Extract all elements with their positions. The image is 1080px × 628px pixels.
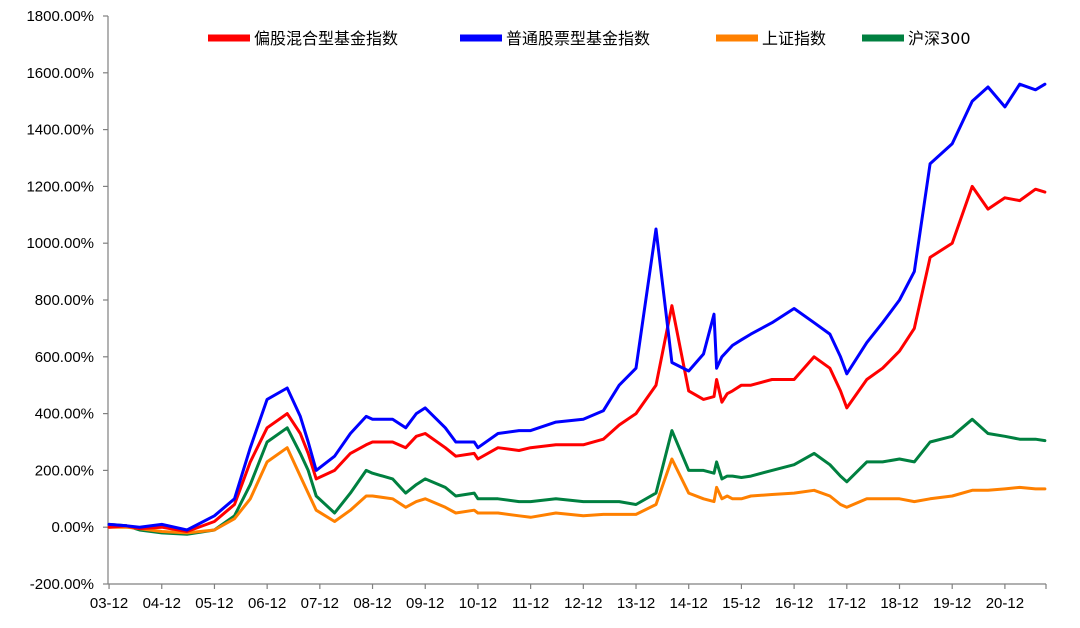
y-tick-label: -200.00% bbox=[30, 576, 94, 593]
x-tick-label: 07-12 bbox=[301, 595, 339, 612]
x-tick-label: 03-12 bbox=[90, 595, 128, 612]
legend: 偏股混合型基金指数 普通股票型基金指数 上证指数 沪深300 bbox=[208, 29, 971, 48]
y-tick-label: 800.00% bbox=[35, 292, 94, 309]
x-tick-label: 19-12 bbox=[933, 595, 971, 612]
y-tick-label: 200.00% bbox=[35, 462, 94, 479]
y-tick-label: 1400.00% bbox=[26, 122, 94, 139]
x-tick-label: 12-12 bbox=[564, 595, 602, 612]
series-line-1 bbox=[107, 82, 1047, 532]
plot-series bbox=[107, 82, 1047, 536]
y-tick-label: 1200.00% bbox=[26, 178, 94, 195]
x-tick-label: 04-12 bbox=[143, 595, 181, 612]
x-tick-label: 11-12 bbox=[512, 595, 549, 612]
legend-label: 沪深300 bbox=[908, 29, 971, 48]
y-tick-label: 1000.00% bbox=[26, 235, 94, 252]
x-tick-label: 10-12 bbox=[459, 595, 497, 612]
x-tick-label: 15-12 bbox=[722, 595, 760, 612]
legend-label: 上证指数 bbox=[762, 29, 826, 48]
legend-label: 偏股混合型基金指数 bbox=[254, 29, 398, 48]
axes bbox=[103, 15, 1047, 589]
x-tick-label: 06-12 bbox=[248, 595, 286, 612]
x-tick-label: 09-12 bbox=[406, 595, 444, 612]
x-tick-label: 05-12 bbox=[195, 595, 233, 612]
y-tick-label: 1600.00% bbox=[26, 65, 94, 82]
y-tick-label: 400.00% bbox=[35, 406, 94, 423]
series-line-0 bbox=[107, 184, 1047, 533]
y-tick-label: 1800.00% bbox=[26, 8, 94, 25]
x-tick-label: 14-12 bbox=[670, 595, 708, 612]
x-axis-tick-labels: 03-12 04-12 05-12 06-12 07-12 08-12 09-12 10-12… bbox=[90, 595, 1024, 612]
x-tick-label: 20-12 bbox=[986, 595, 1024, 612]
x-tick-label: 17-12 bbox=[828, 595, 866, 612]
x-tick-label: 08-12 bbox=[353, 595, 391, 612]
series-line-3 bbox=[107, 417, 1047, 536]
y-axis-tick-labels: -200.00% 0.00% 200.00% 400.00% 600.00% 800.00… bbox=[26, 8, 94, 593]
legend-label: 普通股票型基金指数 bbox=[506, 29, 650, 48]
x-tick-label: 18-12 bbox=[880, 595, 918, 612]
x-tick-label: 13-12 bbox=[617, 595, 655, 612]
series-line-2 bbox=[107, 446, 1047, 535]
x-tick-label: 16-12 bbox=[775, 595, 813, 612]
y-tick-label: 0.00% bbox=[51, 519, 94, 536]
y-tick-label: 600.00% bbox=[35, 349, 94, 366]
